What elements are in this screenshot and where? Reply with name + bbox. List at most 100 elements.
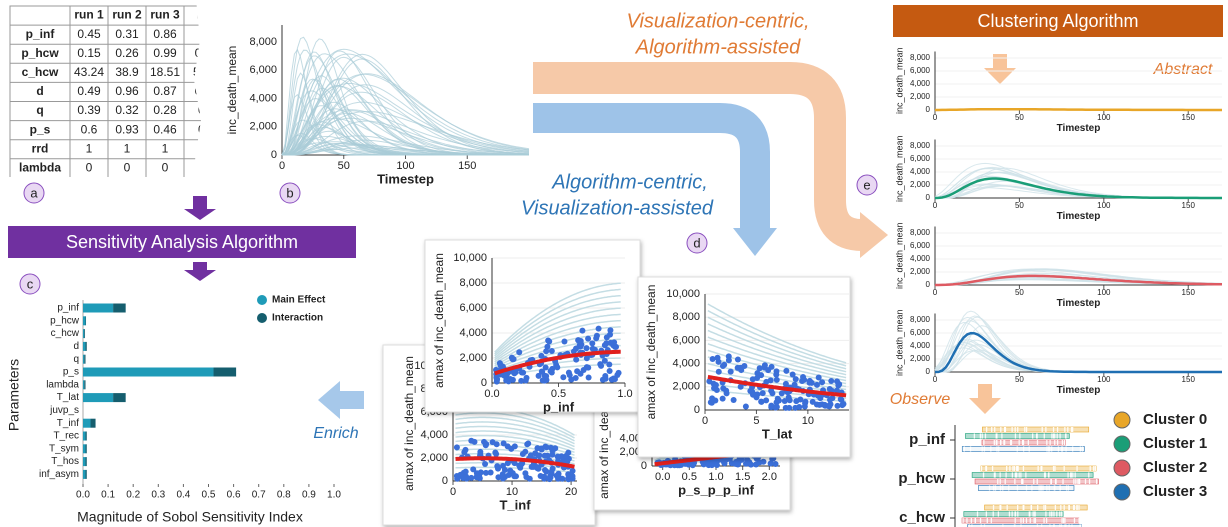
sample-point — [723, 390, 730, 397]
sample-point — [613, 343, 620, 350]
sample-tick — [983, 446, 986, 452]
sample-point — [489, 439, 496, 446]
sample-tick — [1071, 524, 1073, 527]
sample-point — [579, 327, 586, 334]
sample-point — [808, 379, 815, 386]
fit-curve — [455, 412, 575, 439]
sample-tick — [1030, 505, 1033, 510]
y-axis-label: amax of inc_death_mean — [432, 253, 446, 388]
y-tick-label: 6,000 — [910, 154, 931, 163]
y-tick-label: 8,000 — [910, 53, 931, 62]
sample-tick — [1041, 524, 1043, 527]
y-tick-label: 10,000 — [453, 252, 487, 264]
sample-point — [760, 458, 767, 465]
sample-point — [825, 403, 832, 410]
sample-tick — [1022, 466, 1025, 471]
sample-point — [457, 471, 464, 478]
sample-tick — [1061, 518, 1063, 523]
sample-point — [773, 371, 780, 378]
x-tick-label: 0.2 — [126, 490, 140, 501]
flow-label: Visualization-centric, — [626, 10, 809, 32]
sample-point — [835, 382, 842, 389]
sample-point — [607, 339, 614, 346]
sample-point — [767, 377, 774, 384]
y-tick-label: 0 — [694, 404, 700, 416]
fit-curve — [494, 288, 621, 355]
sample-tick — [1061, 511, 1063, 517]
sample-point — [543, 373, 550, 380]
interaction-bar — [85, 444, 87, 454]
sample-tick — [1093, 466, 1095, 471]
sample-tick — [994, 472, 996, 478]
sample-tick — [1016, 446, 1018, 452]
sample-tick — [1076, 505, 1078, 510]
parameter-label: p_hcw — [50, 315, 80, 326]
table-cell: 0 — [86, 161, 93, 175]
cluster-curve — [935, 274, 1223, 287]
sample-point — [759, 390, 766, 397]
sample-tick — [981, 446, 983, 452]
column-header: run 1 — [74, 8, 104, 22]
trajectory — [281, 111, 530, 156]
interaction-bar — [85, 457, 87, 467]
sample-tick — [990, 446, 992, 452]
sample-point — [606, 361, 613, 368]
table-cell: 0.99 — [153, 46, 177, 60]
table-cell: 0.39 — [77, 103, 101, 117]
sample-point — [753, 461, 760, 468]
main-effect-bar — [83, 316, 86, 326]
sample-tick — [1000, 427, 1002, 432]
sample-point — [792, 376, 799, 383]
sample-point — [523, 474, 530, 481]
x-tick-label: 0.0 — [76, 490, 90, 501]
fit-curve — [494, 307, 621, 361]
sample-tick — [1065, 485, 1068, 491]
sample-point — [773, 403, 780, 410]
table-cell: 0. — [198, 103, 208, 117]
sample-tick — [1001, 433, 1003, 439]
sample-tick — [1054, 466, 1056, 471]
sample-tick — [1025, 427, 1028, 432]
sample-point — [789, 371, 796, 378]
trajectory — [935, 350, 1222, 373]
sample-tick — [1006, 466, 1008, 471]
sample-tick — [1073, 479, 1075, 484]
down-arrow — [193, 196, 207, 209]
sample-tick — [1053, 524, 1055, 527]
sample-tick — [1043, 505, 1045, 510]
sample-tick — [1045, 427, 1047, 432]
sample-tick — [1034, 518, 1037, 523]
sample-point — [548, 348, 555, 355]
parameter-label: p_s — [63, 367, 79, 378]
sample-tick — [1052, 466, 1055, 471]
sample-point — [602, 372, 609, 379]
sample-tick — [1062, 479, 1064, 484]
parameter-label: T_inf — [57, 418, 79, 429]
sample-tick — [1033, 518, 1035, 523]
sample-point — [468, 437, 475, 444]
x-tick-label: 20 — [565, 486, 577, 498]
sample-tick — [1004, 479, 1006, 484]
main-effect-bar — [83, 329, 85, 339]
sample-tick — [1079, 479, 1081, 484]
sample-point — [516, 349, 523, 356]
x-tick-label: 50 — [1015, 201, 1024, 210]
sample-tick — [979, 433, 982, 439]
fit-curve — [494, 301, 621, 359]
row-header: lambda — [19, 161, 61, 175]
fit-curve — [494, 294, 621, 357]
sample-point — [499, 471, 506, 478]
sample-tick — [1014, 472, 1017, 478]
main-effect-bar — [83, 303, 114, 313]
row-header: p_hcw — [21, 46, 59, 60]
sample-tick — [1057, 446, 1060, 452]
sample-tick — [986, 518, 988, 523]
sample-point — [611, 376, 618, 383]
y-tick-label: 8,000 — [910, 141, 931, 150]
sample-tick — [1084, 479, 1087, 484]
parameter-label: p_inf — [909, 431, 946, 448]
sample-point — [548, 468, 555, 475]
sample-tick — [1070, 427, 1073, 432]
parameter-label: inf_asym — [39, 469, 79, 480]
sample-tick — [1045, 511, 1047, 517]
